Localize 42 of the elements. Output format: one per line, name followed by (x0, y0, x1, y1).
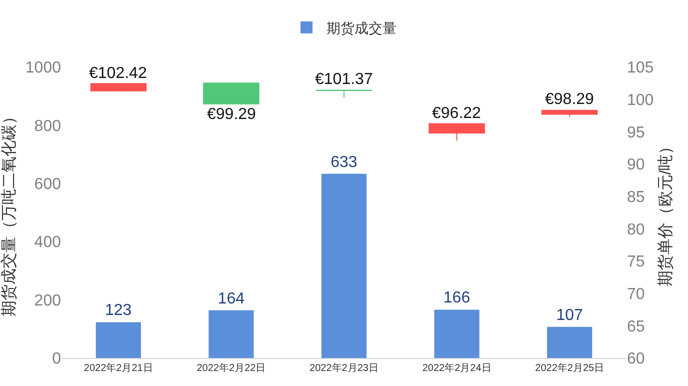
y-tick-label: 800 (34, 118, 62, 135)
bar (96, 322, 141, 358)
data-label: 107 (556, 306, 583, 324)
y2-tick-label: 70 (627, 286, 645, 303)
y2-tick-label: 90 (627, 156, 645, 174)
candlestick (90, 83, 147, 92)
bar (434, 310, 480, 358)
y-tick-label: 0 (52, 350, 62, 368)
candlestick (428, 123, 485, 142)
legend-label: 期货成交量 (326, 20, 396, 36)
y2-tick-label: 85 (627, 188, 645, 206)
bar (321, 174, 367, 358)
y2-tick-label: 60 (627, 350, 645, 368)
y2-tick-label: 80 (627, 221, 645, 238)
y2-tick-label: 65 (627, 318, 645, 336)
y-tick-label: 600 (34, 176, 62, 193)
y-tick-label: 1000 (25, 60, 62, 77)
text: €102.42 (89, 65, 147, 82)
y2-tick-label: 75 (627, 254, 645, 271)
data-label: 633 (330, 154, 358, 171)
text: €96.22 (432, 105, 481, 122)
x-tick-label: 2022年2月25日 (535, 362, 604, 374)
x-tick-label: 2022年2月24日 (422, 362, 492, 374)
data-label: 123 (105, 302, 132, 320)
candlestick (203, 82, 260, 104)
y-axis-title: 期货成交量（万吨二氧化碳） (0, 108, 18, 316)
x-tick-label: 2022年2月21日 (84, 362, 153, 374)
x-tick-label: 2022年2月23日 (310, 362, 378, 374)
bar (547, 326, 592, 358)
y-tick-label: 400 (34, 234, 62, 252)
x-tick-label: 2022年2月22日 (196, 362, 266, 374)
y2-tick-label: 95 (627, 124, 645, 142)
y2-axis-title: 期货单价（欧元/吨） (656, 138, 674, 287)
y2-tick-label: 100 (627, 92, 654, 109)
y2-tick-label: 105 (627, 60, 654, 77)
y-tick-label: 200 (34, 292, 62, 310)
text: €101.37 (315, 71, 373, 88)
text: €98.29 (545, 91, 594, 108)
data-label: 166 (443, 290, 470, 307)
data-label: 164 (218, 290, 245, 308)
bar (208, 310, 254, 358)
text: €99.29 (207, 106, 256, 123)
